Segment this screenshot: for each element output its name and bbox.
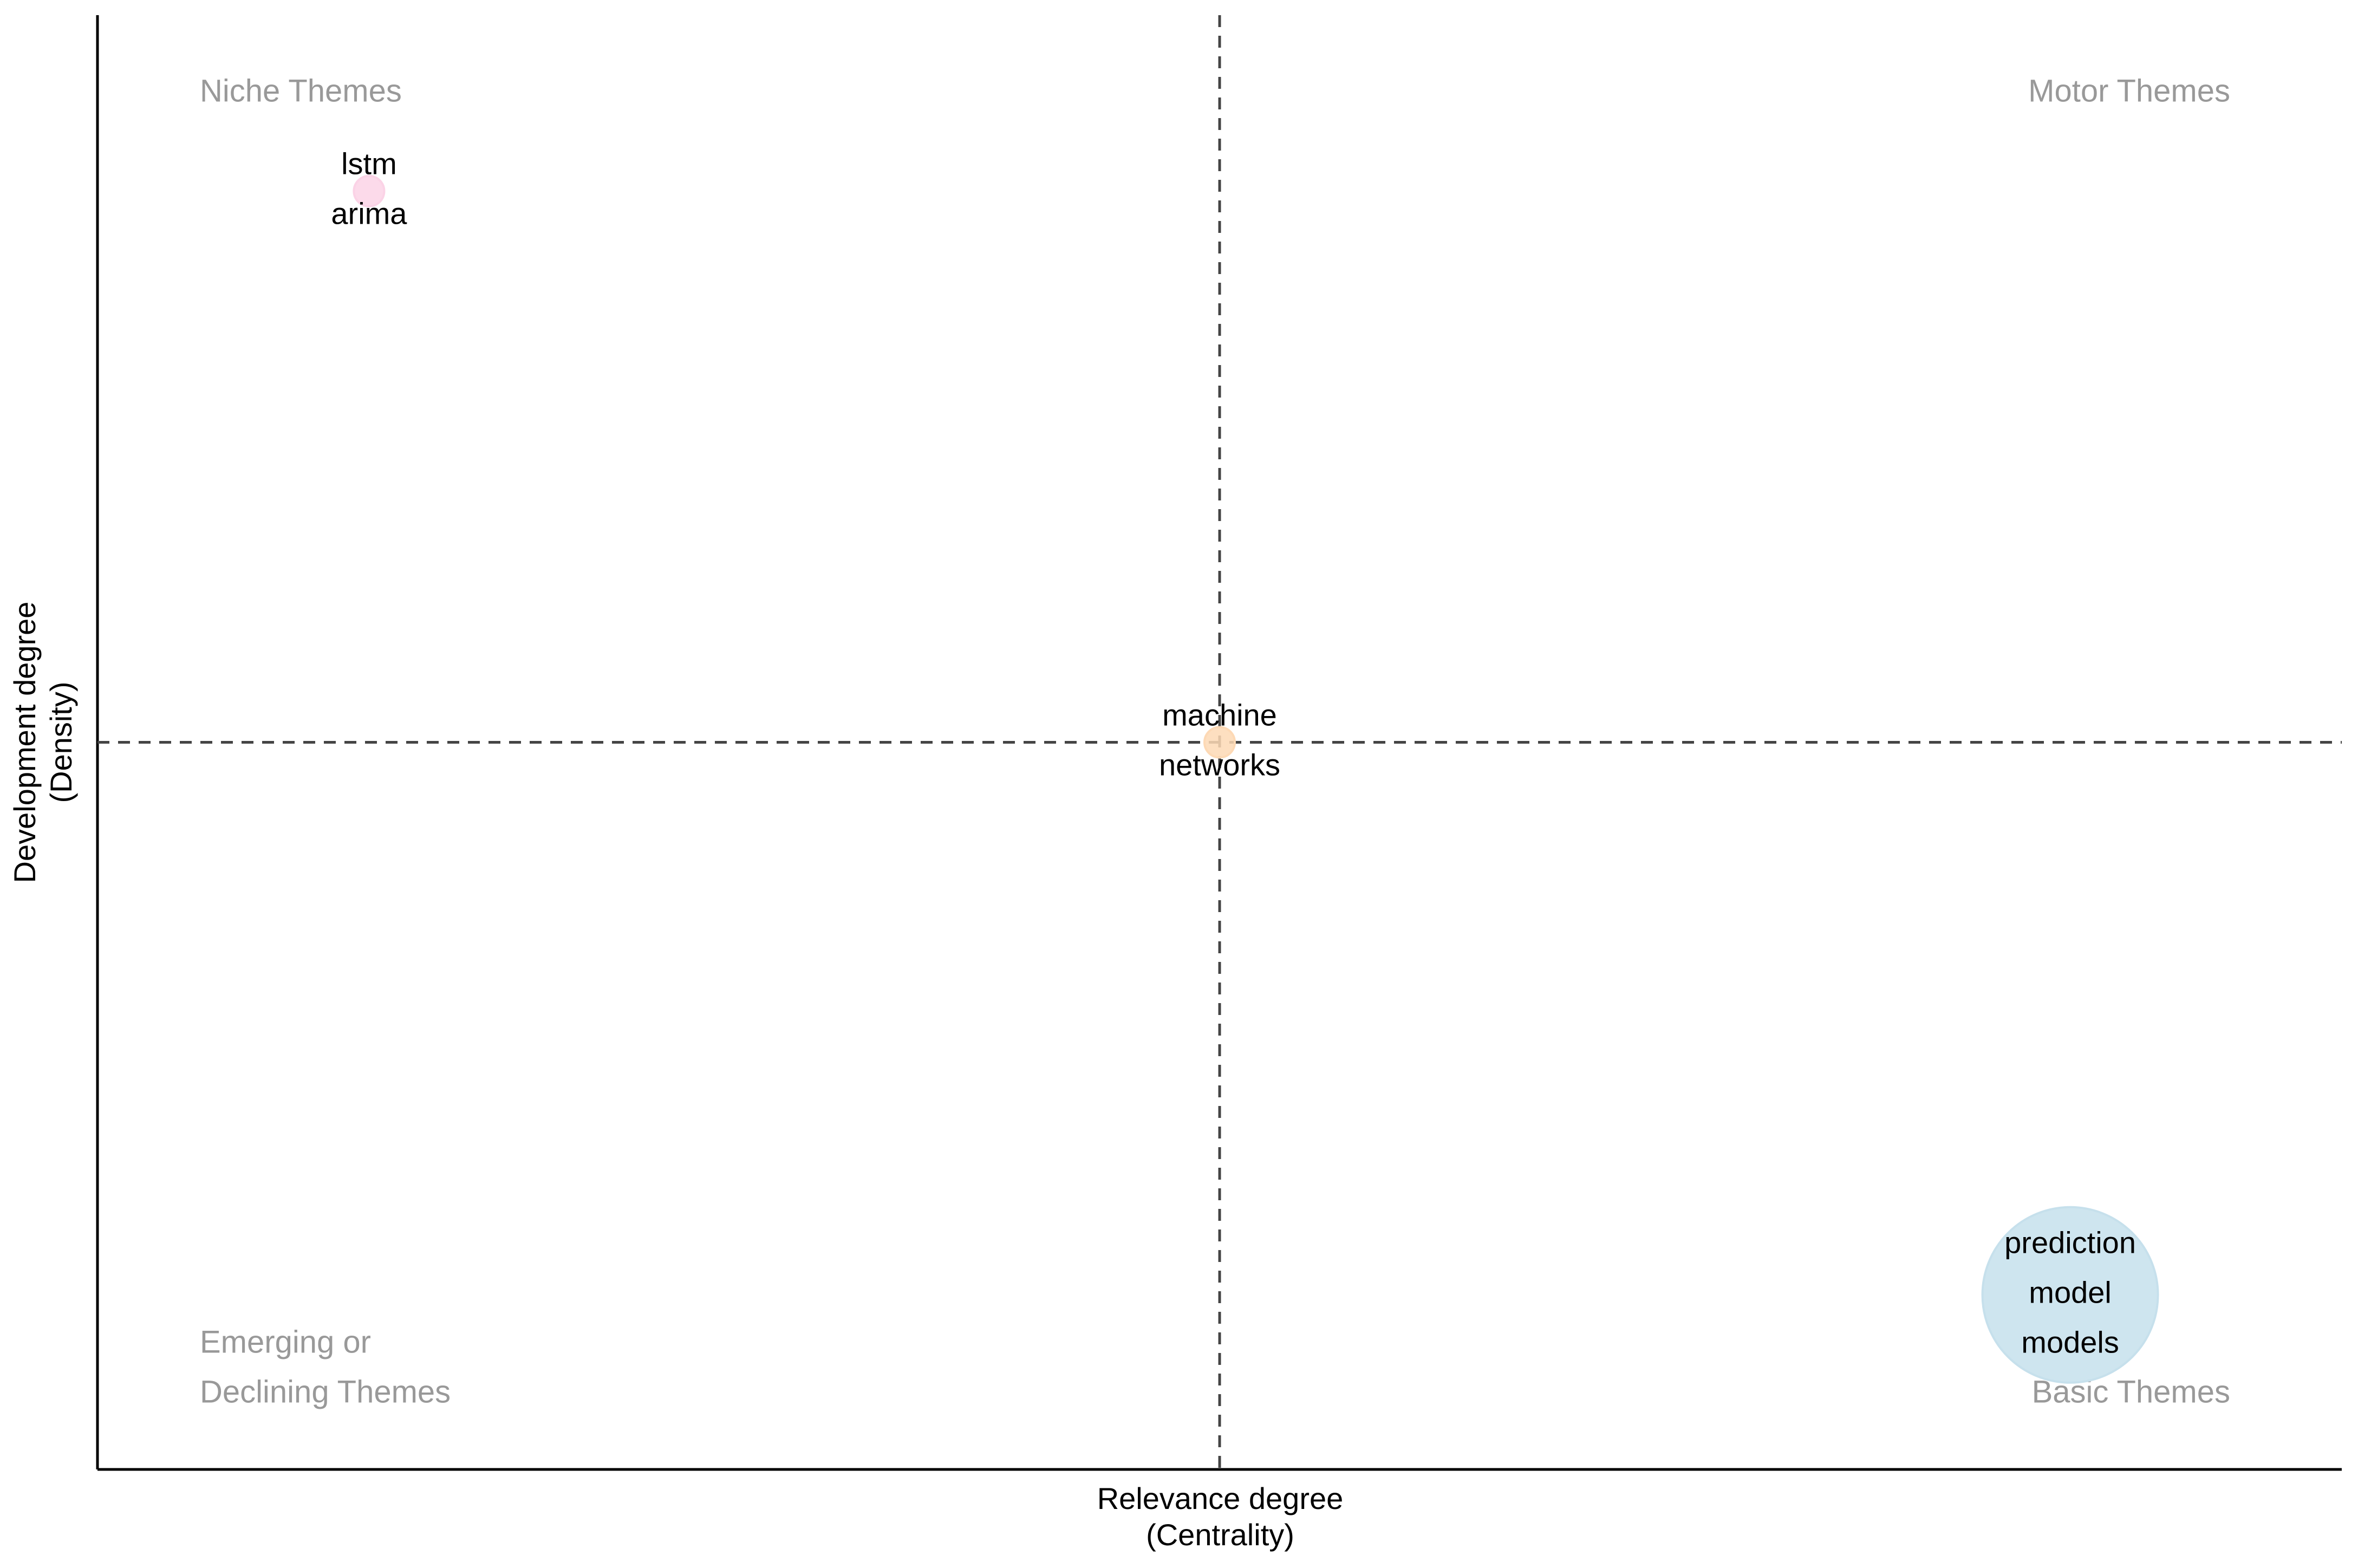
x-axis-title: (Centrality) [1146,1518,1294,1552]
y-axis-title: (Density) [44,681,78,803]
quadrant-label: Emerging or [200,1324,371,1359]
theme-label: networks [1159,747,1280,782]
theme-label: model [2029,1276,2112,1310]
theme-bubble [1203,726,1236,759]
theme-bubble [1981,1206,2159,1384]
y-axis-title: Development degree [8,602,42,883]
theme-label: models [2021,1325,2119,1359]
x-axis-title: Relevance degree [1097,1481,1344,1515]
theme-label: machine [1162,698,1277,732]
theme-label: arima [331,197,407,231]
quadrant-label: Niche Themes [200,73,402,108]
theme-label: lstm [341,147,397,181]
theme-bubble [353,174,386,207]
theme-label: prediction [2004,1226,2136,1260]
quadrant-label: Declining Themes [200,1374,451,1409]
quadrant-label: Motor Themes [2028,73,2230,108]
